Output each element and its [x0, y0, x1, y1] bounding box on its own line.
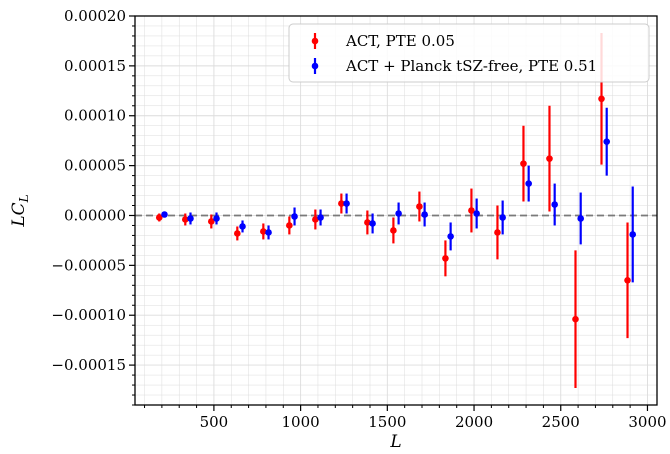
data-point — [234, 230, 241, 237]
data-point — [395, 210, 402, 217]
y-tick-label: −0.00010 — [51, 306, 126, 324]
y-tick-label: 0.00000 — [64, 206, 126, 224]
axis-labels: L LCL — [9, 194, 402, 452]
x-tick-label: 2500 — [542, 413, 580, 431]
data-point — [421, 211, 428, 218]
data-point — [520, 160, 527, 167]
y-tick-label: −0.00015 — [51, 356, 126, 374]
data-point — [265, 229, 272, 236]
data-point — [291, 213, 298, 220]
y-tick-label: 0.00010 — [64, 107, 126, 125]
data-point — [312, 216, 319, 223]
data-point — [416, 203, 423, 210]
data-point — [213, 215, 220, 222]
data-point — [155, 214, 163, 221]
legend-marker-point — [311, 37, 319, 45]
data-point — [577, 215, 584, 222]
grid — [135, 15, 657, 406]
data-point — [239, 223, 246, 230]
data-point — [369, 220, 376, 227]
x-axis-label: L — [389, 432, 401, 452]
data-point — [546, 155, 553, 162]
data-point — [208, 218, 215, 225]
y-axis-label-subscript: L — [17, 194, 31, 203]
axis-ticks: 500 1000 1500 2000 2500 3000 −0.00015 −0.00010 −… — [51, 7, 666, 431]
data-point — [442, 255, 449, 262]
data-point — [572, 315, 579, 323]
x-tick-label: 2000 — [455, 413, 493, 431]
data-point — [624, 277, 631, 284]
x-tick-label: 3000 — [628, 413, 666, 431]
x-tick-label: 500 — [200, 413, 229, 431]
x-tick-label: 1500 — [368, 413, 406, 431]
y-axis-label: LCL — [9, 194, 31, 227]
data-point — [260, 228, 267, 235]
data-point — [181, 216, 189, 223]
data-point — [468, 207, 475, 214]
data-point — [499, 214, 506, 221]
y-tick-label: 0.00015 — [64, 57, 126, 75]
legend: ACT, PTE 0.05 ACT + Planck tSZ-free, PTE … — [288, 23, 650, 83]
y-axis-label-main: LC — [9, 202, 29, 227]
legend-label: ACT + Planck tSZ-free, PTE 0.51 — [345, 57, 597, 75]
legend-marker-point — [311, 62, 319, 70]
x-tick-label: 1000 — [282, 413, 320, 431]
data-point — [598, 95, 605, 103]
data-point — [494, 229, 501, 236]
data-point — [161, 211, 168, 218]
data-point — [338, 200, 345, 207]
data-point — [629, 231, 637, 238]
data-point — [343, 200, 350, 207]
y-tick-label: 0.00005 — [64, 157, 126, 175]
legend-box — [288, 23, 650, 83]
plot-frame — [134, 15, 658, 406]
y-tick-label: 0.00020 — [64, 7, 126, 25]
data-point — [447, 233, 454, 240]
data-point — [187, 215, 194, 222]
data-point — [603, 138, 611, 145]
data-point — [473, 210, 480, 217]
y-tick-label: −0.00005 — [51, 256, 126, 274]
data-point — [286, 222, 293, 229]
data-point — [317, 214, 324, 221]
data-point — [390, 227, 397, 234]
data-point — [525, 180, 532, 187]
legend-label: ACT, PTE 0.05 — [345, 32, 455, 50]
data-point — [364, 219, 371, 226]
data-point — [551, 201, 558, 208]
series-2 — [161, 107, 637, 283]
